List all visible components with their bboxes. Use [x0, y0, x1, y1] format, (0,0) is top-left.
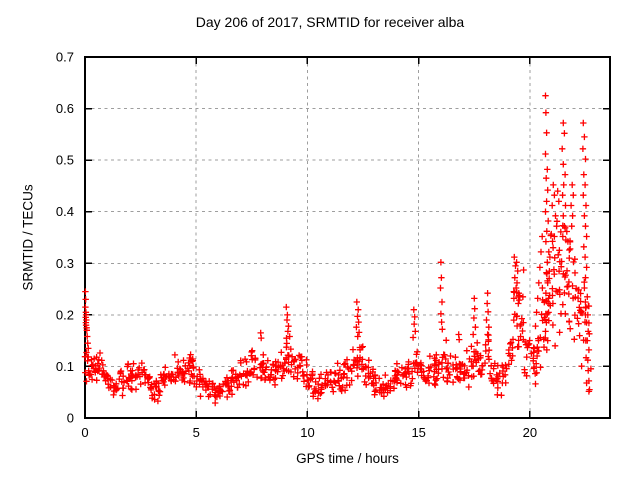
y-tick-label: 0.4: [56, 204, 74, 219]
data-points: [81, 92, 595, 407]
plot-border: [84, 56, 611, 419]
chart-title: Day 206 of 2017, SRMTID for receiver alb…: [195, 14, 465, 30]
x-tick-label: 15: [411, 425, 425, 440]
y-tick-label: 0.5: [56, 153, 74, 168]
x-tick-label: 10: [300, 425, 314, 440]
y-tick-label: 0.3: [56, 256, 74, 271]
y-tick-label: 0.1: [56, 359, 74, 374]
y-tick-label: 0: [67, 411, 74, 426]
x-axis-label: GPS time / hours: [296, 451, 399, 466]
x-tick-label: 20: [523, 425, 537, 440]
y-tick-label: 0.7: [56, 50, 74, 65]
x-tick-label: 0: [81, 425, 88, 440]
y-tick-label: 0.2: [56, 307, 74, 322]
x-tick-label: 5: [193, 425, 200, 440]
y-axis-label: SRMTID / TECUs: [20, 184, 36, 291]
y-tick-label: 0.6: [56, 101, 74, 116]
